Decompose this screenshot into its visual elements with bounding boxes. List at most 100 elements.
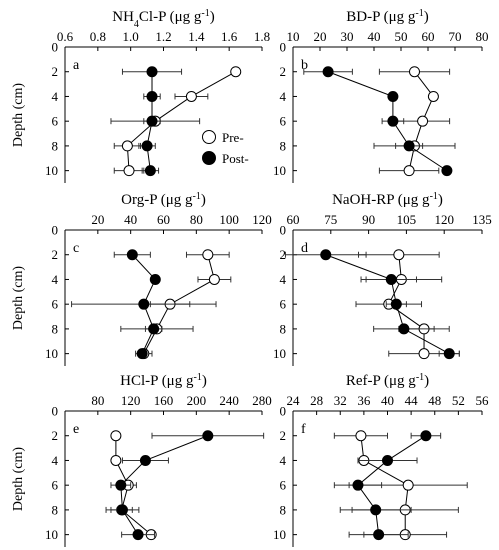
data-point — [370, 504, 382, 516]
title-part: ) — [424, 9, 429, 25]
x-tick-label: 135 — [472, 212, 492, 227]
x-tick-label: 56 — [476, 393, 490, 408]
chart-title: BD-P (μg g-1) — [346, 8, 429, 26]
title-part: -1 — [193, 372, 201, 383]
legend: Pre- Post- — [202, 130, 249, 166]
legend-post-marker — [202, 151, 216, 165]
series-post — [71, 249, 217, 360]
title-part: NH — [112, 9, 134, 25]
panel-letter: e — [73, 422, 79, 437]
y-tick-label: 0 — [280, 40, 287, 55]
data-point — [144, 165, 156, 177]
title-part: ) — [438, 192, 443, 208]
title-part: -1 — [193, 191, 201, 202]
y-tick-label: 2 — [52, 247, 59, 262]
x-tick-label: 44 — [405, 393, 419, 408]
title-part: NaOH-RP (μg g — [332, 192, 430, 208]
title-part: ) — [201, 192, 206, 208]
x-tick-label: 0.6 — [57, 29, 74, 44]
series-post — [333, 430, 442, 541]
y-axis-label: Depth (cm) — [11, 83, 26, 147]
x-tick-label: 75 — [324, 212, 337, 227]
data-point — [427, 90, 439, 102]
x-tick-label: 20 — [91, 212, 104, 227]
title-part: HCl-P (μg g — [120, 373, 194, 389]
y-tick-label: 0 — [52, 223, 59, 238]
x-tick-label: 0.8 — [90, 29, 106, 44]
x-tick-label: 36 — [357, 393, 371, 408]
data-point — [208, 273, 220, 285]
x-tick-label: 100 — [219, 212, 239, 227]
y-tick-label: 4 — [280, 453, 287, 468]
x-tick-label: 240 — [219, 393, 239, 408]
data-point — [146, 66, 158, 78]
y-tick-label: 2 — [280, 64, 287, 79]
y-tick-label: 10 — [273, 346, 286, 361]
y-tick-label: 6 — [52, 114, 59, 129]
x-tick-label: 80 — [190, 212, 203, 227]
data-point — [403, 165, 415, 177]
x-tick-label: 40 — [368, 29, 381, 44]
panel-e: 80 120 160 200 240 280 0 2 4 6 8 10 HCl-P (μg g-1) e D… — [11, 372, 272, 547]
data-point — [387, 90, 399, 102]
panel-c: 20 40 60 80 100 120 0 2 4 6 8 10 Org-P (μg g-1) c Dept… — [11, 191, 272, 366]
y-tick-label: 10 — [273, 527, 286, 542]
data-point — [121, 140, 133, 152]
y-tick-label: 10 — [273, 163, 286, 178]
y-tick-label: 8 — [52, 321, 59, 336]
series-post — [284, 249, 460, 360]
data-point — [138, 298, 150, 310]
x-tick-label: 24 — [287, 393, 301, 408]
x-tick-label: 70 — [449, 29, 462, 44]
data-point — [402, 479, 414, 491]
x-tick-label: 40 — [381, 393, 394, 408]
data-point — [382, 454, 393, 466]
x-tick-label: 120 — [121, 393, 141, 408]
chart-title: Ref-P (μg g-1) — [346, 372, 429, 390]
data-point — [123, 165, 135, 177]
chart-title: HCl-P (μg g-1) — [120, 372, 207, 390]
y-tick-label: 2 — [52, 64, 59, 79]
y-tick-label: 2 — [280, 247, 287, 262]
data-point — [441, 165, 453, 177]
x-tick-label: 60 — [157, 212, 170, 227]
title-part: Ref-P (μg g — [346, 373, 416, 389]
x-tick-label: 1.4 — [188, 29, 205, 44]
x-tick-label: 160 — [154, 393, 174, 408]
y-tick-label: 8 — [280, 138, 287, 153]
panel-letter: b — [301, 58, 308, 73]
data-point — [355, 430, 367, 442]
y-tick-label: 0 — [280, 404, 287, 419]
data-point — [185, 90, 197, 102]
data-point — [202, 249, 214, 261]
data-point — [418, 348, 430, 360]
x-tick-label: 80 — [91, 393, 104, 408]
y-axis-label: Depth (cm) — [11, 266, 26, 330]
data-point — [110, 430, 122, 442]
x-tick-label: 1.0 — [123, 29, 139, 44]
y-tick-label: 10 — [45, 527, 58, 542]
y-tick-label: 4 — [280, 272, 287, 287]
data-point — [202, 430, 214, 442]
data-point — [115, 479, 127, 491]
x-tick-label: 60 — [422, 29, 435, 44]
title-part: -1 — [416, 372, 424, 383]
panel-letter: c — [73, 241, 79, 256]
panel-letter: f — [301, 422, 306, 437]
x-tick-label: 48 — [428, 393, 441, 408]
data-point — [149, 273, 161, 285]
title-part: 4 — [134, 19, 139, 30]
title-part: -1 — [201, 8, 209, 19]
title-part: BD-P (μg g — [346, 9, 416, 25]
data-point — [116, 504, 128, 516]
legend-post-label: Post- — [222, 151, 249, 166]
x-tick-label: 90 — [362, 212, 375, 227]
panel-letter: d — [301, 241, 308, 256]
data-point — [146, 115, 158, 127]
y-tick-label: 2 — [280, 428, 287, 443]
data-point — [110, 454, 122, 466]
data-point — [352, 479, 364, 491]
x-tick-label: 1.8 — [254, 29, 270, 44]
y-tick-label: 6 — [280, 297, 287, 312]
